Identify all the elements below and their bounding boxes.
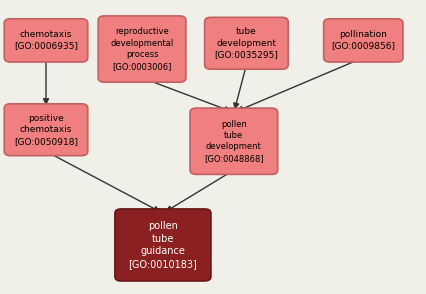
Text: positive
chemotaxis
[GO:0050918]: positive chemotaxis [GO:0050918]: [14, 114, 78, 146]
Text: pollination
[GO:0009856]: pollination [GO:0009856]: [331, 30, 395, 51]
Text: pollen
tube
guidance
[GO:0010183]: pollen tube guidance [GO:0010183]: [129, 221, 197, 269]
FancyBboxPatch shape: [4, 19, 88, 62]
FancyBboxPatch shape: [204, 17, 288, 69]
Text: reproductive
developmental
process
[GO:0003006]: reproductive developmental process [GO:0…: [110, 27, 174, 71]
Text: pollen
tube
development
[GO:0048868]: pollen tube development [GO:0048868]: [204, 120, 264, 163]
FancyBboxPatch shape: [4, 104, 88, 156]
FancyBboxPatch shape: [190, 108, 278, 174]
FancyBboxPatch shape: [115, 209, 211, 281]
Text: chemotaxis
[GO:0006935]: chemotaxis [GO:0006935]: [14, 30, 78, 51]
Text: tube
development
[GO:0035295]: tube development [GO:0035295]: [214, 27, 278, 59]
FancyBboxPatch shape: [98, 16, 186, 82]
FancyBboxPatch shape: [324, 19, 403, 62]
